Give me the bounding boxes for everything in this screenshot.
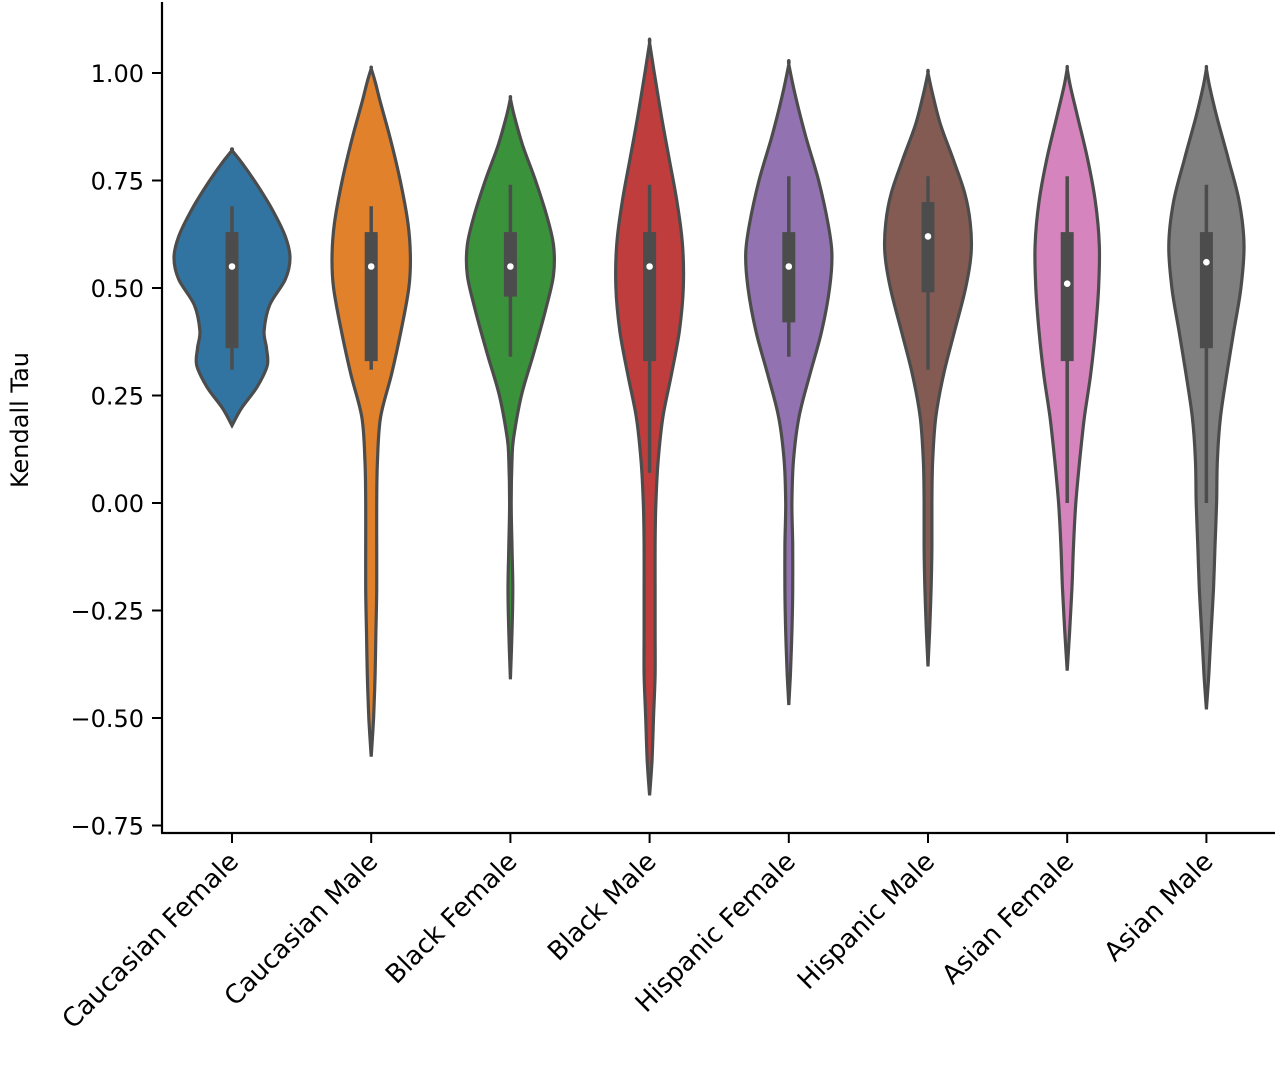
violin-hispanic-male	[882, 68, 974, 667]
violins-group	[172, 37, 1246, 796]
violin-black-female	[464, 95, 557, 680]
x-tick-label: Black Female	[380, 847, 523, 990]
x-tick-label: Asian Male	[1099, 847, 1220, 968]
violin-median	[1203, 258, 1210, 266]
y-tick-label: −0.25	[70, 598, 144, 626]
violin-median	[924, 233, 932, 240]
violin-hispanic-female	[744, 59, 834, 706]
y-axis-title: Kendall Tau	[6, 352, 34, 488]
violin-iqr-box	[225, 232, 239, 349]
violin-body	[744, 59, 834, 706]
violin-asian-male	[1167, 64, 1246, 710]
violin-black-male	[614, 37, 686, 796]
violin-median	[367, 263, 375, 270]
y-tick-label: 0.50	[91, 275, 144, 303]
y-tick-label: −0.50	[70, 705, 144, 733]
y-tick-label: 0.75	[91, 168, 144, 196]
violin-iqr-box	[1199, 232, 1213, 349]
violin-body	[330, 65, 413, 757]
y-tick-label: 1.00	[91, 60, 144, 88]
y-tick-label: −0.75	[70, 813, 144, 841]
x-tick-label: Asian Female	[936, 847, 1080, 991]
violin-median	[228, 263, 236, 270]
violin-median	[507, 263, 514, 270]
x-tick-label: Hispanic Male	[792, 847, 941, 996]
violin-iqr-box	[921, 202, 935, 293]
violin-median	[1063, 280, 1071, 288]
x-tick-label: Caucasian Female	[57, 847, 245, 1035]
violin-median	[646, 263, 653, 270]
y-tick-label: 0.25	[91, 383, 144, 411]
x-tick-label: Caucasian Male	[219, 847, 384, 1012]
violin-asian-female	[1033, 64, 1102, 671]
violin-body	[464, 95, 557, 680]
y-tick-label: 0.00	[91, 490, 144, 518]
violin-median	[785, 263, 793, 270]
violin-iqr-box	[782, 232, 796, 323]
violin-iqr-box	[1060, 232, 1074, 362]
violin-caucasian-male	[330, 65, 413, 757]
violin-iqr-box	[364, 232, 378, 362]
violin-caucasian-female	[172, 147, 292, 429]
x-tick-label: Black Male	[542, 847, 662, 967]
violin-iqr-box	[643, 232, 657, 362]
